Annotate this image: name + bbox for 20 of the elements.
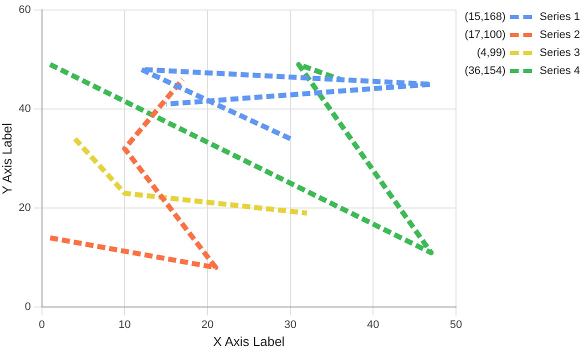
x-tick-label: 50 (450, 318, 462, 331)
text: (4,99) (476, 47, 506, 59)
text: (36,154) (464, 65, 506, 77)
x-tick-label: 10 (118, 318, 131, 331)
y-tick-label: 20 (18, 202, 31, 214)
y-tick-label: 60 (18, 4, 31, 16)
legend-label: Series 3 (540, 47, 580, 59)
x-tick-label: 20 (201, 318, 214, 331)
x-axis-title: X Axis Label (213, 334, 285, 349)
x-tick-label: 30 (284, 318, 296, 331)
legend-label: Series 2 (540, 29, 580, 41)
y-tick-label: 0 (24, 301, 31, 314)
y-axis-title: Y Axis Label (0, 122, 14, 194)
x-tick-label: 40 (367, 318, 380, 331)
legend-label: Series 1 (540, 11, 580, 23)
x-tick-label: 0 (38, 318, 45, 331)
text: (15,168) (464, 11, 506, 23)
text: (17,100) (464, 29, 506, 41)
y-tick-label: 40 (18, 103, 31, 116)
legend-label: Series 4 (540, 65, 580, 77)
